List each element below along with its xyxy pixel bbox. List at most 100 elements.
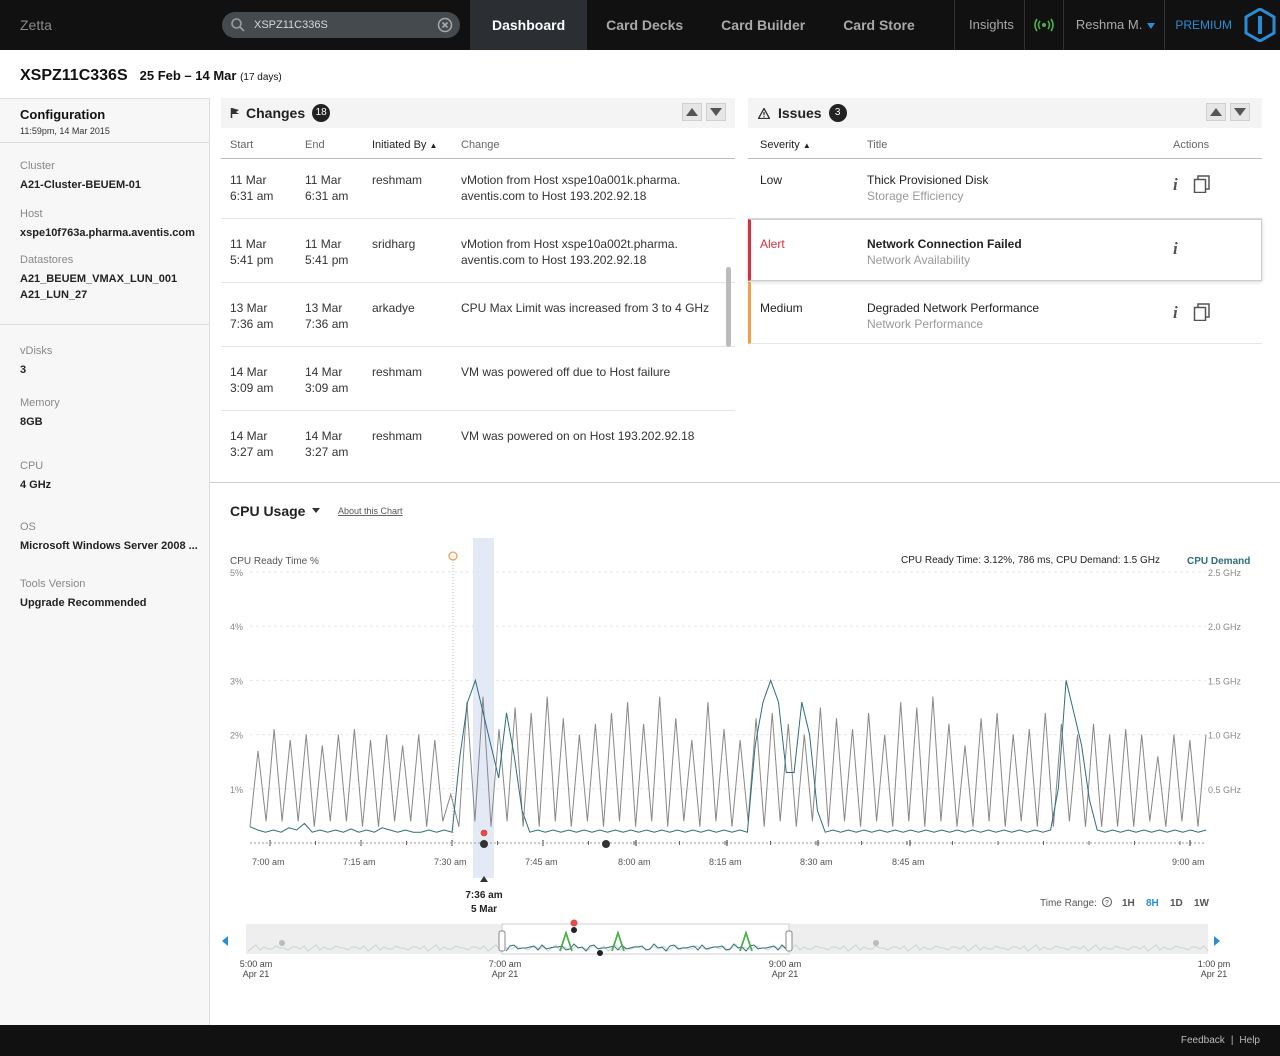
col-end[interactable]: End bbox=[305, 139, 325, 151]
initiated-by-cell: reshmam bbox=[372, 173, 423, 187]
tab-dashboard[interactable]: Dashboard bbox=[470, 0, 588, 50]
col-change[interactable]: Change bbox=[461, 139, 500, 151]
copy-icon[interactable] bbox=[1193, 175, 1211, 198]
insights-link[interactable]: Insights bbox=[954, 0, 1024, 50]
change-line: aventis.com to Host 193.202.92.18 bbox=[461, 189, 647, 203]
move-down-button[interactable] bbox=[1230, 103, 1250, 121]
svg-text:i: i bbox=[1173, 303, 1178, 321]
issue-row[interactable]: Medium Degraded Network Performance Netwo… bbox=[748, 282, 1262, 344]
feedback-link[interactable]: Feedback bbox=[1180, 1035, 1225, 1046]
navigator-left-arrow-icon[interactable] bbox=[222, 936, 228, 946]
info-icon[interactable]: i bbox=[1171, 175, 1181, 198]
configuration-header: Configuration 11:59pm, 14 Mar 2015 bbox=[0, 99, 209, 143]
navigator-date-label: Apr 21 bbox=[243, 969, 270, 979]
prop-value: Microsoft Windows Server 2008 ... bbox=[20, 540, 198, 552]
move-down-button[interactable] bbox=[706, 103, 726, 121]
x-tick-label: 9:00 am bbox=[1172, 857, 1205, 867]
time-range-1d[interactable]: 1D bbox=[1170, 898, 1183, 909]
move-up-button[interactable] bbox=[1206, 103, 1226, 121]
changes-scrollbar[interactable] bbox=[726, 267, 731, 347]
time: 3:09 am bbox=[305, 381, 349, 395]
prop-vdisks: vDisks 3 bbox=[20, 345, 52, 378]
change-cell: VM was powered on on Host 193.202.92.18 bbox=[461, 428, 694, 444]
broadcast-signal-icon[interactable] bbox=[1023, 0, 1064, 50]
date: 11 Mar bbox=[230, 173, 267, 187]
time-range-8h[interactable]: 8H bbox=[1146, 898, 1159, 909]
datastore-1: A21_BEUEM_VMAX_LUN_001 bbox=[20, 273, 178, 285]
navigator-event-marker bbox=[597, 950, 603, 956]
change-line: VM was powered on on Host 193.202.92.18 bbox=[461, 429, 695, 443]
page-title: XSPZ11C336S bbox=[20, 67, 128, 84]
navigator-left-handle[interactable] bbox=[498, 930, 506, 952]
issue-title: Thick Provisioned Disk bbox=[867, 173, 989, 187]
cpu-ready-line bbox=[249, 696, 1207, 827]
date: 11 Mar bbox=[230, 237, 267, 251]
col-title[interactable]: Title bbox=[867, 139, 888, 151]
issue-row-selected[interactable]: Alert Network Connection Failed Network A… bbox=[748, 219, 1262, 281]
navigator-right-handle[interactable] bbox=[785, 930, 793, 952]
x-tick-label: 8:15 am bbox=[709, 857, 742, 867]
flag-icon bbox=[230, 107, 240, 119]
help-icon bbox=[1102, 897, 1112, 907]
change-line: vMotion from Host xspe10a002t.pharma. bbox=[461, 237, 678, 251]
end-cell: 11 Mar 6:31 am bbox=[305, 172, 348, 204]
prop-label: Cluster bbox=[20, 160, 55, 172]
right-axis-label: CPU Demand bbox=[1187, 556, 1250, 567]
divider bbox=[748, 158, 1262, 159]
prop-value: 4 GHz bbox=[20, 479, 52, 491]
time: 7:36 am bbox=[305, 317, 349, 331]
cpu-usage-section: CPU Usage About this Chart CPU Ready Time … bbox=[210, 482, 1280, 1025]
copy-icon[interactable] bbox=[1193, 303, 1211, 326]
search-box[interactable] bbox=[222, 12, 460, 38]
configuration-title: Configuration bbox=[20, 107, 106, 122]
selected-point-marker bbox=[479, 828, 489, 838]
time-range-1h[interactable]: 1H bbox=[1122, 898, 1135, 909]
time: 6:31 am bbox=[305, 189, 349, 203]
prop-memory: Memory 8GB bbox=[20, 397, 60, 430]
marker-time: 7:36 am bbox=[465, 890, 502, 901]
time: 3:27 am bbox=[305, 445, 349, 459]
time: 6:31 am bbox=[230, 189, 274, 203]
navigator-date-label: Apr 21 bbox=[1201, 969, 1228, 979]
help-link[interactable]: Help bbox=[1239, 1035, 1260, 1046]
date: 13 Mar bbox=[230, 301, 268, 315]
search-input[interactable] bbox=[254, 19, 434, 31]
chart-title: CPU Usage bbox=[230, 503, 306, 519]
product-logo-icon bbox=[1240, 0, 1280, 50]
initiated-by-cell: arkadye bbox=[372, 301, 415, 315]
navigator-event-marker bbox=[873, 940, 879, 946]
time-range-1w[interactable]: 1W bbox=[1194, 898, 1210, 909]
initiated-by-cell: reshmam bbox=[372, 365, 423, 379]
col-start[interactable]: Start bbox=[230, 139, 254, 151]
cpu-usage-chart[interactable]: CPU Usage About this Chart CPU Ready Time … bbox=[210, 483, 1280, 1025]
time-range-label: Time Range: bbox=[1040, 898, 1097, 909]
sun-icon bbox=[448, 551, 458, 561]
date-range-text: 25 Feb – 14 Mar bbox=[139, 68, 237, 83]
date-range: 25 Feb – 14 Mar (17 days) bbox=[140, 68, 282, 83]
info-icon[interactable]: i bbox=[1171, 239, 1181, 262]
navigator-right-arrow-icon[interactable] bbox=[1214, 936, 1220, 946]
info-icon[interactable]: i bbox=[1171, 303, 1181, 326]
move-up-button[interactable] bbox=[682, 103, 702, 121]
chart-readout: CPU Ready Time: 3.12%, 786 ms, CPU Deman… bbox=[901, 555, 1160, 566]
clear-search-icon[interactable] bbox=[437, 17, 453, 38]
issue-title-cell: Thick Provisioned Disk Storage Efficiency bbox=[867, 172, 988, 204]
divider bbox=[748, 218, 1262, 219]
col-initiated-by[interactable]: Initiated By ▲ bbox=[372, 139, 437, 151]
prop-value: xspe10f763a.pharma.aventis.com bbox=[20, 227, 195, 239]
navigator-date-label: Apr 21 bbox=[492, 969, 519, 979]
tab-card-decks[interactable]: Card Decks bbox=[606, 17, 684, 33]
prop-value: 8GB bbox=[20, 416, 43, 428]
col-severity[interactable]: Severity ▲ bbox=[760, 139, 811, 151]
tab-card-store[interactable]: Card Store bbox=[843, 17, 915, 33]
premium-label[interactable]: PREMIUM bbox=[1175, 18, 1232, 32]
col-initiated-by-label: Initiated By bbox=[372, 139, 427, 151]
x-tick-label: 7:15 am bbox=[343, 857, 376, 867]
chart-menu-chevron-down-icon[interactable] bbox=[312, 508, 320, 513]
divider bbox=[221, 158, 735, 159]
about-chart-link[interactable]: About this Chart bbox=[338, 506, 403, 516]
end-cell: 14 Mar 3:09 am bbox=[305, 364, 348, 396]
tab-card-builder[interactable]: Card Builder bbox=[721, 17, 806, 33]
severity-cell: Low bbox=[760, 173, 783, 187]
user-menu[interactable]: Reshma M. bbox=[1064, 0, 1166, 50]
